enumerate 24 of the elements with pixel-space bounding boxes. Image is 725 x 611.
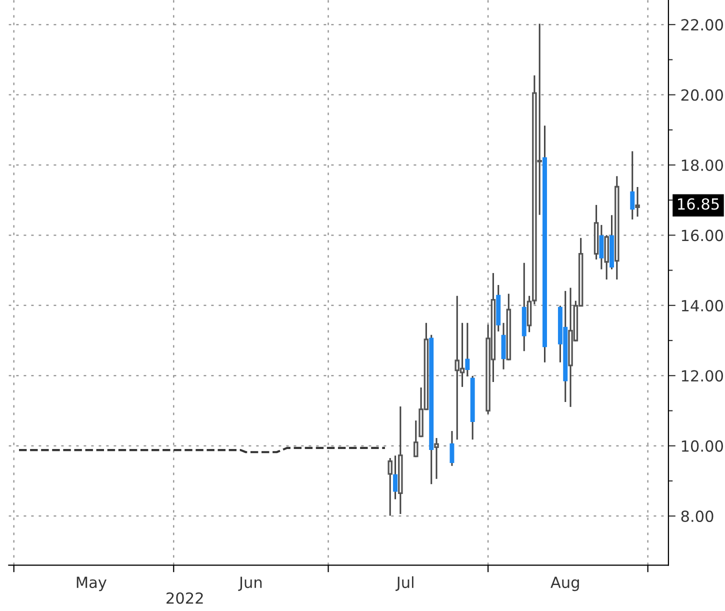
x-tick-label: Jul [396,576,414,591]
candlestick [393,456,398,500]
y-tick-label: 8.00 [681,510,714,522]
candlestick [450,431,454,466]
x-tick-label: Aug [550,576,579,592]
y-tick-label: 20.00 [681,89,723,101]
candlestick [414,420,418,458]
candlestick [388,458,392,516]
candlestick [630,151,635,220]
annotation: 16.85 [678,198,719,210]
y-tick-label: 16.00 [682,230,723,242]
x-tick-label: Jun [238,576,262,591]
candlestick [434,438,439,479]
y-tick-label: 14.00 [682,300,723,312]
candlestick [501,322,506,370]
candlestick [599,224,604,270]
candlestick [635,187,640,217]
x-tick-label: May [76,576,107,592]
y-tick-label: 12.00 [682,370,723,382]
y-tick-label: 10.00 [682,440,723,452]
y-tick-label: 22.00 [681,19,723,31]
y-tick-label: 18.00 [682,159,723,172]
text: 2022 [166,592,203,604]
candlestick [465,322,470,376]
